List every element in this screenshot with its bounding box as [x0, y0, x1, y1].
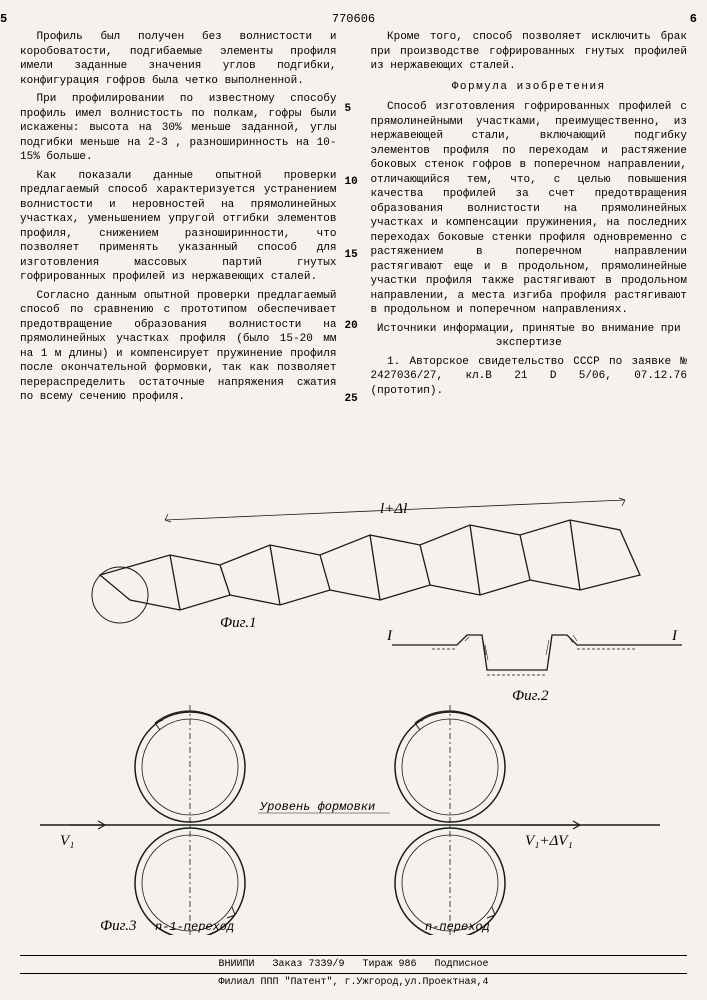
- left-p2: При профилировании по известному способу…: [20, 92, 337, 165]
- footer: ВНИИПИ Заказ 7339/9 Тираж 986 Подписное …: [20, 952, 687, 988]
- footer-filial: Филиал ППП "Патент", г.Ужгород,ул.Проект…: [20, 977, 687, 988]
- fig2-label: Фиг.2: [512, 688, 549, 704]
- footer-tirazh: Тираж 986: [363, 959, 417, 970]
- line-mark-25: 25: [345, 392, 358, 407]
- footer-line1: ВНИИПИ Заказ 7339/9 Тираж 986 Подписное: [20, 959, 687, 970]
- footer-org: ВНИИПИ: [218, 959, 254, 970]
- fig3-v1: V₁: [60, 833, 74, 849]
- right-p1: Кроме того, способ позволяет исключить б…: [371, 30, 688, 74]
- fig3-formovka: Уровень формовки: [259, 800, 375, 814]
- figure-2: I I Фиг.2: [387, 615, 687, 705]
- column-right: Кроме того, способ позволяет исключить б…: [369, 30, 688, 409]
- left-p1: Профиль был получен без волнистости и ко…: [20, 30, 337, 88]
- fig2-I-left: I: [387, 628, 393, 644]
- fig1-len-label: l+Δl: [380, 501, 407, 517]
- figures-area: l+Δl Фиг.1 I I Фиг.2: [20, 495, 687, 935]
- fig1-label: Фиг.1: [220, 615, 256, 631]
- right-p3: 1. Авторское свидетельство СССР по заявк…: [371, 355, 688, 399]
- right-p3-head: Источники информации, принятые во вниман…: [371, 322, 688, 351]
- line-mark-20: 20: [345, 319, 358, 334]
- left-p4: Согласно данным опытной проверки предлаг…: [20, 289, 337, 405]
- figure-1: l+Δl Фиг.1: [20, 495, 687, 635]
- fig3-label: Фиг.3: [100, 918, 136, 934]
- fig3-v1dv: V₁+ΔV₁: [525, 833, 573, 849]
- right-p2: Способ изготовления гофрированных профил…: [371, 100, 688, 318]
- fig3-n: n-переход: [425, 920, 490, 934]
- doc-number: 770606: [20, 12, 687, 26]
- figure-3: V₁ V₁+ΔV₁ Уровень формовки n-1-переход n…: [20, 705, 687, 935]
- footer-order: Заказ 7339/9: [272, 959, 344, 970]
- text-columns: 5 6 Профиль был получен без волнистости …: [20, 30, 687, 409]
- line-mark-5: 5: [345, 102, 352, 117]
- left-p3: Как показали данные опытной проверки пре…: [20, 169, 337, 285]
- page: 770606 5 6 Профиль был получен без волни…: [0, 0, 707, 1000]
- line-mark-10: 10: [345, 175, 358, 190]
- col-num-right: 6: [690, 12, 697, 26]
- fig3-n1: n-1-переход: [155, 920, 234, 934]
- col-num-left: 5: [0, 12, 7, 26]
- column-middle-marks: 5 10 15 20 25: [345, 30, 363, 409]
- line-mark-15: 15: [345, 248, 358, 263]
- column-left: Профиль был получен без волнистости и ко…: [20, 30, 339, 409]
- footer-sub: Подписное: [435, 959, 489, 970]
- fig2-I-right: I: [671, 628, 678, 644]
- formula-title: Формула изобретения: [371, 80, 688, 95]
